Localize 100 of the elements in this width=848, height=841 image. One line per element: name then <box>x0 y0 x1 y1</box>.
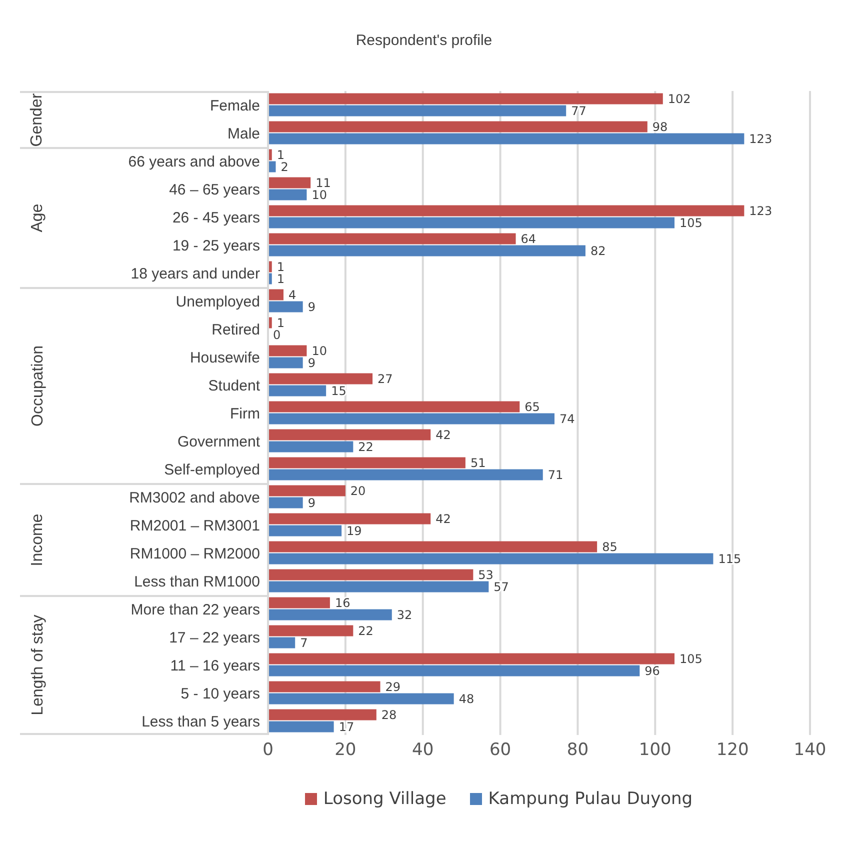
data-label: 1 <box>276 316 285 330</box>
data-label: 15 <box>331 384 346 398</box>
data-label: 77 <box>571 104 586 118</box>
data-label: 64 <box>520 232 536 246</box>
bar <box>268 373 373 384</box>
data-label: 42 <box>436 428 451 442</box>
data-label: 20 <box>350 484 366 498</box>
text: Length of stay <box>29 614 47 716</box>
x-tick-label: 20 <box>334 740 356 760</box>
bar <box>268 609 392 620</box>
y-tick-label: RM3002 and above <box>129 489 260 506</box>
data-label: 1 <box>276 272 285 286</box>
bar <box>268 513 431 524</box>
y-tick-label: 26 - 45 years <box>172 209 260 226</box>
bar <box>268 485 346 496</box>
bar <box>268 217 674 228</box>
data-label: 19 <box>346 524 362 538</box>
x-tick-label: 60 <box>489 740 512 760</box>
data-label: 53 <box>478 568 494 582</box>
bar <box>268 497 303 508</box>
data-label: 9 <box>308 356 316 370</box>
data-label: 123 <box>749 204 772 218</box>
data-label: 0 <box>273 328 281 342</box>
data-label: 85 <box>602 540 618 554</box>
bar <box>268 177 311 188</box>
x-tick-label: 80 <box>566 740 589 760</box>
data-label: 11 <box>316 176 331 190</box>
y-tick-label: 46 – 65 years <box>169 181 260 198</box>
legend-label: Kampung Pulau Duyong <box>488 789 693 809</box>
data-label: 123 <box>749 132 772 146</box>
bar <box>268 245 586 256</box>
data-label: 48 <box>458 692 474 706</box>
bar <box>268 93 663 104</box>
text: Occupation <box>29 346 47 426</box>
bar <box>268 133 744 144</box>
bar <box>268 401 520 412</box>
y-tick-label: Less than 5 years <box>142 713 260 730</box>
bar <box>268 205 744 216</box>
data-label: 28 <box>381 708 397 722</box>
y-tick-label: 66 years and above <box>128 153 260 170</box>
data-label: 1 <box>276 260 285 274</box>
bar <box>268 289 284 300</box>
data-label: 96 <box>644 664 660 678</box>
data-label: 98 <box>652 120 668 134</box>
data-label: 16 <box>334 596 350 610</box>
bar <box>268 441 354 452</box>
y-tick-label: Less than RM1000 <box>134 573 260 590</box>
data-label: 10 <box>312 188 327 202</box>
legend-label: Losong Village <box>323 789 446 809</box>
data-label: 82 <box>590 244 606 258</box>
bar <box>268 469 543 480</box>
bar <box>268 541 598 552</box>
y-tick-label: Male <box>227 125 260 142</box>
bar <box>268 665 640 676</box>
text: Income <box>29 514 47 566</box>
bar <box>268 457 466 468</box>
data-label: 10 <box>312 344 327 358</box>
data-label: 7 <box>300 636 308 650</box>
y-tick-label: Retired <box>212 321 260 338</box>
x-tick-label: 100 <box>638 740 672 760</box>
y-tick-label: Firm <box>230 405 260 422</box>
data-label: 29 <box>385 680 401 694</box>
x-tick-label: 0 <box>262 740 274 760</box>
y-tick-label: Self-employed <box>164 461 260 478</box>
data-label: 17 <box>338 720 354 734</box>
y-tick-label: RM1000 – RM2000 <box>130 545 260 562</box>
data-label: 105 <box>680 216 702 230</box>
data-label: 65 <box>524 400 540 414</box>
data-label: 22 <box>358 624 374 638</box>
data-label: 71 <box>548 468 564 482</box>
text: Gender <box>29 93 47 147</box>
bar <box>268 693 454 704</box>
y-tick-label: Unemployed <box>176 293 260 310</box>
y-tick-label: 18 years and under <box>130 265 260 282</box>
data-label: 9 <box>308 496 316 510</box>
data-label: 22 <box>358 440 374 454</box>
text: Age <box>29 204 47 232</box>
y-tick-label: 11 – 16 years <box>170 657 260 674</box>
data-label: 27 <box>378 372 393 386</box>
bar <box>268 121 648 132</box>
bar <box>268 553 714 564</box>
bar <box>268 721 334 732</box>
data-label: 115 <box>718 552 742 566</box>
bar <box>268 597 330 608</box>
bar <box>268 357 303 368</box>
y-tick-label: 17 – 22 years <box>169 629 260 646</box>
chart-title: Respondent's profile <box>354 31 494 51</box>
data-label: 9 <box>308 300 316 314</box>
data-label: 32 <box>396 608 412 622</box>
data-label: 42 <box>436 512 451 526</box>
y-tick-label: RM2001 – RM3001 <box>130 517 260 534</box>
data-label: 51 <box>470 456 486 470</box>
bar <box>268 189 307 200</box>
bar <box>268 709 376 720</box>
bar <box>268 429 431 440</box>
bar <box>268 581 489 592</box>
bar <box>268 345 307 356</box>
x-tick-label: 40 <box>412 740 434 760</box>
bar <box>268 413 554 424</box>
data-label: 4 <box>288 288 296 302</box>
